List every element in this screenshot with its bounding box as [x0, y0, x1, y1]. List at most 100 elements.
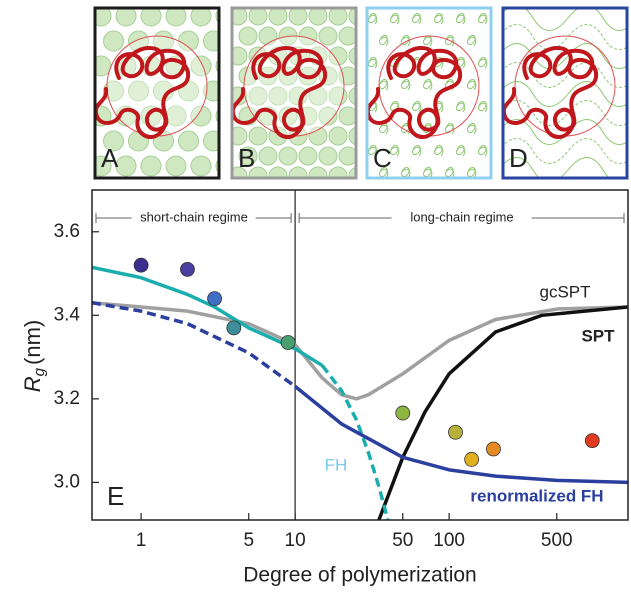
solvent-coil	[368, 57, 378, 69]
curve	[320, 364, 390, 520]
x-tick-label: 1	[136, 530, 147, 551]
panel: C	[365, 6, 493, 180]
solvent-bead	[308, 126, 328, 146]
solvent-bead	[95, 8, 112, 27]
y-tick-label: 3.2	[54, 388, 80, 409]
solvent-bead	[298, 146, 318, 166]
solvent-coil	[412, 13, 422, 25]
y-axis-label: Rg (nm)	[20, 320, 48, 392]
panel-content	[232, 8, 356, 178]
solvent-bead	[95, 155, 112, 177]
curve	[92, 301, 297, 388]
solvent-bead	[338, 106, 356, 126]
polymer-chain	[232, 45, 328, 139]
solvent-coil	[379, 35, 389, 47]
solvent-bead	[103, 30, 124, 52]
data-point	[280, 335, 296, 350]
solvent-bead	[128, 80, 149, 102]
solvent-coil	[412, 101, 422, 113]
panel: B	[230, 6, 358, 180]
curve-label: renormalized FH	[470, 486, 603, 505]
solvent-bead	[203, 130, 219, 152]
y-label-unit: (nm)	[20, 320, 45, 365]
solvent-bead	[248, 86, 268, 106]
y-label-subscript: g	[31, 367, 48, 376]
solvent-bead	[288, 166, 308, 178]
y-tick-label: 3.0	[54, 471, 80, 492]
solvent-bead	[278, 146, 298, 166]
polymer-chain	[503, 45, 599, 139]
solvent-bead	[165, 8, 187, 27]
solvent-coil	[401, 167, 411, 178]
panel-letter: A	[101, 143, 119, 173]
solvent-coil	[390, 13, 400, 25]
solvent-chain	[503, 81, 627, 107]
solvent-coil	[401, 79, 411, 91]
solvent-coil	[412, 145, 422, 157]
panel-content	[503, 8, 627, 178]
solvent-bead	[318, 26, 338, 46]
solvent-coil	[478, 57, 488, 69]
solvent-bead	[308, 8, 328, 26]
solvent-bead	[348, 126, 356, 146]
solvent-bead	[178, 130, 199, 152]
solvent-bead	[232, 8, 248, 26]
solvent-chain	[503, 8, 627, 31]
panel-letter: B	[238, 143, 255, 173]
solvent-coil	[456, 145, 466, 157]
regime-label: short-chain regime	[140, 209, 248, 224]
solvent-bead	[248, 8, 268, 26]
data-point	[584, 433, 600, 449]
solvent-coil	[467, 123, 477, 135]
solvent-bead	[248, 166, 268, 178]
solvent-bead	[115, 8, 137, 27]
solvent-bead	[103, 80, 124, 102]
x-tick-label: 10	[285, 530, 306, 551]
solvent-coil	[390, 145, 400, 157]
solvent-bead	[258, 146, 278, 166]
solvent-coil	[478, 101, 488, 113]
curve-label: gcSPT	[539, 282, 590, 301]
solvent-bead	[238, 26, 258, 46]
data-point	[180, 261, 195, 277]
regime-label: long-chain regime	[410, 209, 513, 224]
chart: 1 5 10 50 100 500 3.0 3.2 3.4 3.6	[54, 189, 629, 551]
data-point	[133, 257, 149, 273]
curve-label: SPT	[581, 326, 615, 345]
solvent-coil	[434, 145, 444, 157]
solvent-bead	[348, 8, 356, 26]
data-point	[226, 320, 242, 336]
panel-border	[230, 6, 358, 180]
solvent-bead	[190, 105, 212, 127]
solvent-bead	[328, 86, 348, 106]
solvent-bead	[288, 8, 308, 26]
solvent-bead	[103, 130, 124, 152]
solvent-bead	[268, 86, 288, 106]
solvent-bead	[190, 55, 212, 77]
solvent-bead	[328, 126, 348, 146]
solvent-coil	[368, 13, 378, 25]
x-tick-label: 500	[541, 530, 573, 551]
x-tick-label: 5	[243, 530, 254, 551]
panel-letter: E	[107, 481, 124, 511]
x-axis-label: Degree of polymerization	[243, 564, 476, 587]
solvent-coil	[434, 13, 444, 25]
data-point	[207, 291, 222, 307]
curve	[92, 265, 324, 367]
solvent-bead	[232, 166, 248, 178]
solvent-chain	[503, 157, 611, 178]
solvent-bead	[308, 166, 328, 178]
solvent-bead	[165, 155, 187, 177]
solvent-coil	[379, 167, 389, 178]
panel: A	[93, 6, 221, 180]
solvent-coil	[423, 79, 433, 91]
solvent-bead	[115, 155, 137, 177]
data-point	[486, 441, 501, 457]
panel-border	[501, 6, 629, 180]
solvent-bead	[318, 146, 338, 166]
panel-content	[95, 8, 219, 177]
solvent-bead	[318, 106, 338, 126]
panel-letter: D	[509, 143, 528, 173]
